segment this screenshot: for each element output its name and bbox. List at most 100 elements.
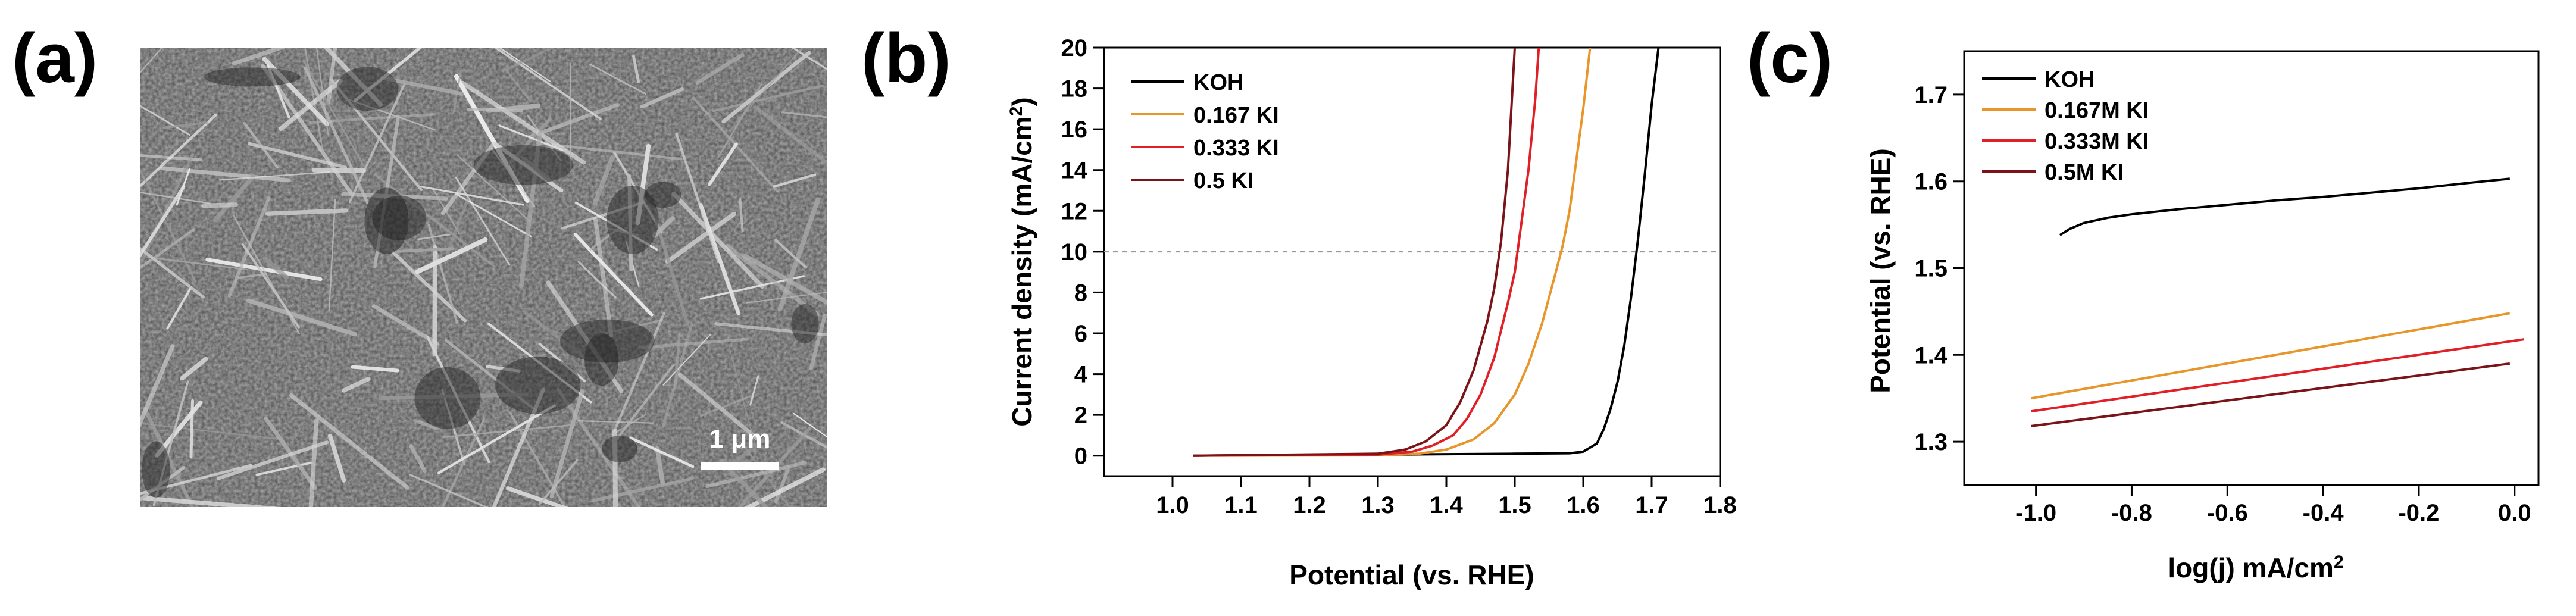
sem-nanorod	[487, 323, 592, 404]
sem-nanorod	[427, 224, 458, 324]
chart-c-legend: KOH 0.167M KI 0.333M KI 0.5M KI	[1982, 67, 2149, 185]
b-ytick-label: 8	[1074, 280, 1087, 306]
sem-nanorod	[330, 78, 423, 192]
sem-nanorod	[289, 393, 410, 490]
sem-nanorod	[549, 389, 584, 499]
sem-nanorod	[140, 464, 252, 495]
sem-nanorods	[140, 48, 827, 507]
sem-nanorod	[655, 446, 665, 486]
b-xtick-label: 1.2	[1293, 492, 1326, 518]
b-series-KOH	[1193, 48, 1660, 457]
chart-b-ylabel-sup: 2	[1006, 107, 1026, 117]
sem-nanorod	[627, 174, 633, 271]
sem-nanorod	[267, 64, 290, 119]
sem-nanorod	[227, 196, 271, 298]
sem-nanorod	[589, 228, 619, 251]
sem-nanorod	[323, 48, 383, 107]
b-legend-label: 0.333 KI	[1193, 136, 1279, 161]
sem-void	[791, 304, 819, 344]
sem-nanorod	[640, 87, 684, 109]
sem-nanorod	[629, 436, 695, 468]
chart-b-ylabel: Current density (mA/cm2)	[1006, 97, 1038, 426]
sem-nanorod	[675, 132, 720, 264]
sem-void	[414, 367, 481, 429]
b-xtick-label: 1.8	[1703, 492, 1737, 518]
sem-nanorod	[573, 233, 654, 317]
sem-nanorod	[652, 216, 675, 239]
c-xtick-label: 0.0	[2498, 500, 2531, 526]
chart-b-frame	[1103, 46, 1721, 477]
sem-nanorod	[507, 117, 552, 165]
sem-nanorod	[526, 114, 562, 161]
panel-label-a: (a)	[12, 19, 98, 98]
sem-nanorod	[756, 107, 827, 166]
sem-nanorod	[146, 257, 249, 271]
sem-nanorod	[372, 304, 439, 346]
sem-nanorod	[341, 192, 448, 201]
b-xtick-label: 1.4	[1430, 492, 1463, 518]
sem-nanorod	[638, 337, 750, 349]
b-ytick-label: 18	[1061, 76, 1088, 102]
b-series-0.5-KI	[1193, 48, 1516, 457]
sem-nanorod	[498, 124, 564, 151]
sem-nanorod	[749, 375, 759, 406]
sem-nanorod	[380, 76, 464, 96]
chart-b-legend: KOH 0.167 KI 0.333 KI 0.5 KI	[1131, 70, 1279, 193]
sem-nanorod	[522, 310, 587, 359]
chart-b-ylabel-main: Current density (mA/cm	[1006, 116, 1037, 426]
b-legend-label: KOH	[1193, 70, 1243, 95]
b-ytick-label: 0	[1074, 443, 1087, 470]
sem-nanorod	[456, 154, 531, 223]
sem-nanorod	[719, 458, 769, 507]
sem-nanorod	[419, 186, 524, 206]
sem-nanorod	[466, 108, 524, 112]
sem-nanorod	[217, 440, 329, 480]
b-ytick-label: 12	[1061, 198, 1088, 224]
sem-nanorod	[506, 486, 569, 507]
chart-c-xlabel-sup: 2	[2334, 552, 2344, 572]
sem-nanorod	[354, 48, 423, 102]
sem-nanorod	[308, 418, 319, 507]
sem-nanorod	[160, 166, 291, 183]
c-xtick-label: -0.6	[2207, 500, 2248, 526]
sem-nanorod	[671, 192, 765, 289]
sem-nanorod	[809, 314, 827, 370]
sem-nanorod	[160, 139, 181, 161]
sem-nanorod	[265, 208, 348, 216]
sem-nanorod	[613, 311, 665, 433]
sem-nanorod	[774, 468, 790, 504]
sem-nanorod	[243, 121, 279, 169]
c-xtick-label: -0.8	[2111, 500, 2152, 526]
sem-nanorod	[593, 217, 614, 338]
sem-nanorod	[162, 121, 208, 129]
b-legend-label: 0.167 KI	[1193, 103, 1279, 128]
sem-nanorod	[140, 191, 211, 205]
sem-nanorod	[417, 233, 451, 240]
sem-nanorod	[793, 412, 827, 438]
sem-nanorod	[561, 201, 645, 230]
b-legend-label: 0.5 KI	[1193, 168, 1253, 193]
sem-nanorod	[485, 365, 521, 373]
sem-nanorod	[665, 211, 737, 264]
sem-nanorod	[408, 473, 489, 507]
sem-nanorod	[241, 243, 300, 329]
sem-nanorod	[426, 336, 490, 464]
c-legend-label: 0.167M KI	[2044, 98, 2149, 123]
sem-nanorod	[373, 115, 400, 268]
sem-nanorod	[304, 67, 370, 204]
sem-nanorod	[373, 173, 495, 267]
sem-nanorod	[538, 342, 586, 383]
sem-nanorod	[708, 142, 738, 186]
sem-nanorod	[721, 51, 811, 124]
sem-nanorod	[140, 344, 175, 429]
chart-b-ticks: 1.0 1.1 1.2 1.3 1.4 1.5 1.6 1.7 1.8 0 2 4 6 8 10 12 14 16…	[1061, 35, 1737, 518]
c-xtick-label: -0.2	[2398, 500, 2439, 526]
sem-nanorod	[662, 323, 693, 428]
sem-nanorod	[166, 286, 192, 330]
sem-nanorod	[140, 423, 281, 440]
sem-nanorod	[441, 418, 485, 507]
b-xtick-label: 1.3	[1361, 492, 1395, 518]
sem-nanorod	[592, 154, 615, 206]
